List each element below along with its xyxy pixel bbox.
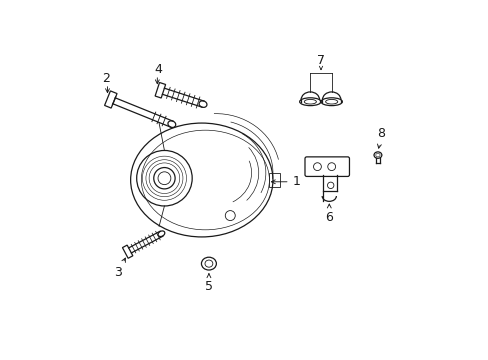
Text: 4: 4 xyxy=(154,63,162,76)
Text: 8: 8 xyxy=(377,127,385,148)
Text: 5: 5 xyxy=(204,274,212,293)
Text: 2: 2 xyxy=(102,72,109,85)
Text: 3: 3 xyxy=(114,258,125,279)
Text: 1: 1 xyxy=(271,175,300,188)
Text: 7: 7 xyxy=(316,54,325,67)
Text: 6: 6 xyxy=(325,204,332,224)
